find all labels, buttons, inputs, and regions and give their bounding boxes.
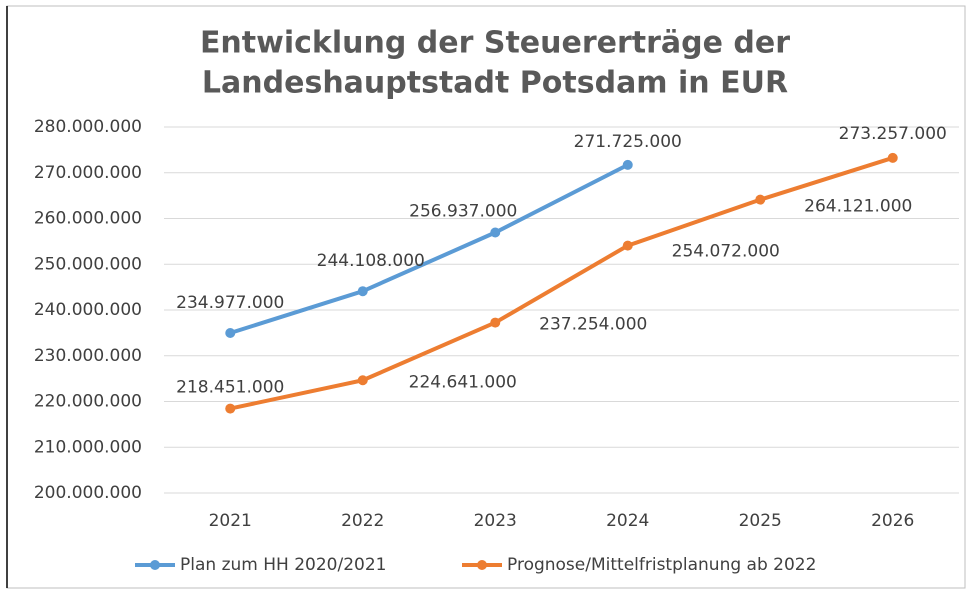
data-point <box>622 159 633 170</box>
x-tick-label: 2025 <box>739 511 782 531</box>
x-tick-label: 2026 <box>871 511 914 531</box>
data-point <box>887 152 898 163</box>
legend-marker <box>150 560 160 570</box>
data-label: 254.072.000 <box>672 242 780 262</box>
data-label: 264.121.000 <box>804 197 912 217</box>
legend-marker <box>477 560 487 570</box>
y-tick-label: 210.000.000 <box>34 437 142 457</box>
x-tick-label: 2022 <box>341 511 384 531</box>
legend-label: Plan zum HH 2020/2021 <box>180 555 386 575</box>
x-tick-label: 2021 <box>209 511 252 531</box>
y-tick-label: 220.000.000 <box>34 392 142 412</box>
data-label: 218.451.000 <box>176 378 284 398</box>
data-label: 271.725.000 <box>574 132 682 152</box>
y-tick-label: 240.000.000 <box>34 300 142 320</box>
y-tick-label: 200.000.000 <box>34 483 142 503</box>
chart-title: Landeshauptstadt Potsdam in EUR <box>202 66 788 101</box>
y-tick-label: 260.000.000 <box>34 209 142 229</box>
legend-label: Prognose/Mittelfristplanung ab 2022 <box>507 555 816 575</box>
x-tick-label: 2024 <box>606 511 649 531</box>
data-label: 244.108.000 <box>317 251 425 271</box>
data-label: 237.254.000 <box>539 315 647 335</box>
data-label: 224.641.000 <box>409 372 517 392</box>
data-point <box>357 286 368 297</box>
data-point <box>357 375 368 386</box>
data-point <box>622 240 633 251</box>
data-label: 273.257.000 <box>839 124 947 144</box>
data-point <box>490 227 501 238</box>
series-line <box>229 155 894 411</box>
chart-border <box>6 5 966 589</box>
series-line <box>229 163 629 335</box>
data-point <box>225 403 236 414</box>
chart-title: Entwicklung der Steuererträge der <box>200 26 790 61</box>
data-label: 256.937.000 <box>409 202 517 222</box>
data-point <box>755 194 766 205</box>
y-tick-label: 270.000.000 <box>34 163 142 183</box>
y-tick-label: 250.000.000 <box>34 254 142 274</box>
data-label: 234.977.000 <box>176 293 284 313</box>
data-point <box>225 327 236 338</box>
data-point <box>490 317 501 328</box>
y-tick-label: 230.000.000 <box>34 346 142 366</box>
y-tick-label: 280.000.000 <box>34 117 142 137</box>
x-tick-label: 2023 <box>474 511 517 531</box>
